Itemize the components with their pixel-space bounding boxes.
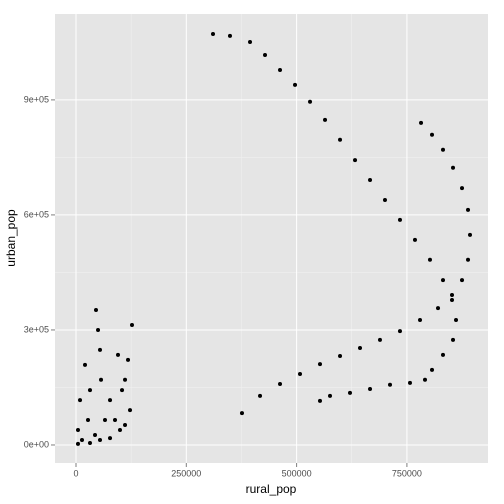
point	[96, 327, 101, 332]
point	[440, 278, 445, 283]
point	[419, 120, 424, 125]
y-axis-title: urban_pop	[4, 209, 18, 267]
point	[449, 293, 454, 298]
point	[460, 278, 465, 283]
point	[78, 398, 83, 403]
point	[449, 298, 454, 303]
point	[123, 423, 128, 428]
point	[93, 433, 98, 438]
point	[422, 377, 427, 382]
point	[440, 147, 445, 152]
point	[430, 132, 435, 137]
point	[75, 428, 80, 433]
point	[466, 257, 471, 262]
point	[227, 33, 232, 38]
y-tick-label: 6e+05	[24, 209, 49, 219]
point	[98, 347, 103, 352]
point	[98, 437, 103, 442]
y-tick-label: 3e+05	[24, 324, 49, 334]
point	[382, 197, 387, 202]
point	[317, 398, 322, 403]
point	[338, 354, 343, 359]
point	[87, 388, 92, 393]
point	[418, 317, 423, 322]
point	[397, 217, 402, 222]
point	[467, 232, 472, 237]
x-tick-label: 500000	[282, 468, 312, 478]
x-tick-label: 0	[73, 468, 78, 478]
point	[451, 337, 456, 342]
point	[75, 441, 80, 446]
point	[298, 372, 303, 377]
point	[263, 53, 268, 58]
point	[123, 377, 128, 382]
point	[388, 382, 393, 387]
point	[86, 418, 91, 423]
x-axis-title: rural_pop	[246, 482, 297, 496]
point	[278, 382, 283, 387]
point	[328, 393, 333, 398]
point	[454, 317, 459, 322]
point	[451, 165, 456, 170]
point	[116, 352, 121, 357]
point	[466, 207, 471, 212]
point	[120, 388, 125, 393]
point	[93, 308, 98, 313]
point	[323, 117, 328, 122]
point	[440, 352, 445, 357]
point	[436, 306, 441, 311]
point	[102, 418, 107, 423]
x-tick-label: 750000	[392, 468, 422, 478]
point	[248, 39, 253, 44]
point	[377, 337, 382, 342]
point	[87, 441, 92, 446]
point	[460, 186, 465, 191]
x-tick-label: 250000	[171, 468, 201, 478]
panel	[55, 14, 488, 463]
point	[317, 362, 322, 367]
point	[308, 99, 313, 104]
point	[117, 428, 122, 433]
point	[239, 411, 244, 416]
point	[258, 393, 263, 398]
point	[353, 158, 358, 163]
point	[113, 418, 118, 423]
point	[347, 390, 352, 395]
point	[126, 357, 131, 362]
point	[368, 178, 373, 183]
point	[407, 380, 412, 385]
point	[338, 137, 343, 142]
point	[368, 386, 373, 391]
point	[210, 31, 215, 36]
point	[129, 322, 134, 327]
point	[99, 377, 104, 382]
y-tick-label: 9e+05	[24, 94, 49, 104]
point	[358, 345, 363, 350]
point	[397, 329, 402, 334]
point	[108, 398, 113, 403]
point	[108, 436, 113, 441]
point	[293, 82, 298, 87]
point	[427, 257, 432, 262]
point	[278, 67, 283, 72]
point	[83, 362, 88, 367]
point	[412, 237, 417, 242]
y-tick-label: 0e+00	[24, 439, 49, 449]
point	[128, 408, 133, 413]
point	[80, 437, 85, 442]
point	[430, 367, 435, 372]
